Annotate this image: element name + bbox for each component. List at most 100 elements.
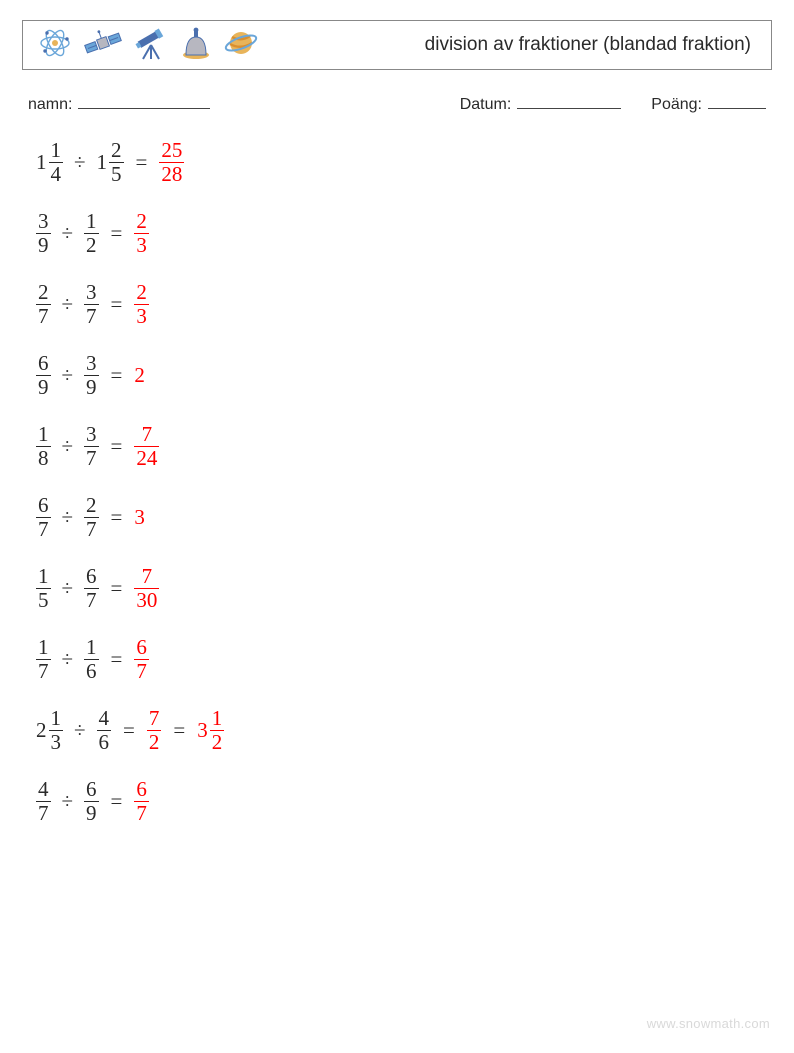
equals-sign: = — [107, 436, 127, 457]
denominator: 7 — [36, 304, 51, 327]
numerator: 2 — [134, 282, 149, 304]
problem-row: 67÷27=3 — [36, 495, 772, 540]
operand-term: 16 — [84, 637, 99, 682]
denominator: 3 — [134, 304, 149, 327]
fraction: 730 — [134, 566, 159, 611]
denominator: 9 — [84, 801, 99, 824]
whole-part: 2 — [134, 365, 145, 386]
problem-row: 17÷16=67 — [36, 637, 772, 682]
whole-part: 1 — [97, 152, 108, 173]
equals-sign: = — [107, 365, 127, 386]
fraction: 27 — [36, 282, 51, 327]
answer-term: 730 — [134, 566, 159, 611]
fraction: 23 — [134, 282, 149, 327]
answer-term: 3 — [134, 507, 147, 528]
denominator: 3 — [49, 730, 64, 753]
equals-sign: = — [107, 294, 127, 315]
numerator: 1 — [49, 708, 64, 730]
fraction: 69 — [84, 779, 99, 824]
operand-term: 27 — [36, 282, 51, 327]
problem-row: 114÷125=2528 — [36, 140, 772, 185]
denominator: 5 — [36, 588, 51, 611]
divide-operator: ÷ — [59, 223, 77, 244]
fraction: 67 — [36, 495, 51, 540]
fraction: 17 — [36, 637, 51, 682]
divide-operator: ÷ — [71, 152, 89, 173]
name-blank[interactable] — [78, 94, 210, 109]
numerator: 1 — [36, 566, 51, 588]
operand-term: 69 — [36, 353, 51, 398]
worksheet-header: division av fraktioner (blandad fraktion… — [22, 20, 772, 70]
whole-part: 3 — [134, 507, 145, 528]
fraction: 37 — [84, 424, 99, 469]
operand-term: 37 — [84, 424, 99, 469]
problem-row: 27÷37=23 — [36, 282, 772, 327]
name-label: namn: — [28, 96, 72, 114]
divide-operator: ÷ — [59, 649, 77, 670]
problems-list: 114÷125=252839÷12=2327÷37=2369÷39=218÷37… — [22, 140, 772, 824]
fraction: 72 — [147, 708, 162, 753]
operand-term: 39 — [84, 353, 99, 398]
numerator: 6 — [134, 779, 149, 801]
denominator: 7 — [84, 304, 99, 327]
operand-term: 12 — [84, 211, 99, 256]
fraction: 67 — [134, 779, 149, 824]
fraction: 13 — [49, 708, 64, 753]
fraction: 25 — [109, 140, 124, 185]
denominator: 7 — [134, 659, 149, 682]
atom-icon — [37, 25, 73, 66]
operand-term: 15 — [36, 566, 51, 611]
fraction: 18 — [36, 424, 51, 469]
answer-term: 724 — [134, 424, 159, 469]
fraction: 67 — [134, 637, 149, 682]
fraction: 2528 — [159, 140, 184, 185]
denominator: 3 — [134, 233, 149, 256]
meta-row: namn: Datum: Poäng: — [22, 94, 772, 114]
denominator: 7 — [84, 446, 99, 469]
problem-row: 15÷67=730 — [36, 566, 772, 611]
answer-term: 312 — [197, 708, 224, 753]
denominator: 7 — [36, 517, 51, 540]
denominator: 7 — [84, 517, 99, 540]
operand-term: 67 — [36, 495, 51, 540]
score-blank[interactable] — [708, 94, 766, 109]
whole-part: 1 — [36, 152, 47, 173]
answer-term: 72 — [147, 708, 162, 753]
denominator: 6 — [84, 659, 99, 682]
divide-operator: ÷ — [59, 507, 77, 528]
operand-term: 67 — [84, 566, 99, 611]
numerator: 1 — [84, 637, 99, 659]
denominator: 2 — [210, 730, 225, 753]
numerator: 6 — [134, 637, 149, 659]
fraction: 67 — [84, 566, 99, 611]
fraction: 46 — [97, 708, 112, 753]
problem-row: 39÷12=23 — [36, 211, 772, 256]
denominator: 9 — [36, 233, 51, 256]
denominator: 2 — [147, 730, 162, 753]
fraction: 23 — [134, 211, 149, 256]
denominator: 6 — [97, 730, 112, 753]
denominator: 4 — [49, 162, 64, 185]
date-blank[interactable] — [517, 94, 621, 109]
denominator: 9 — [84, 375, 99, 398]
equals-sign: = — [107, 791, 127, 812]
operand-term: 114 — [36, 140, 63, 185]
equals-sign: = — [107, 578, 127, 599]
numerator: 6 — [84, 566, 99, 588]
numerator: 7 — [147, 708, 162, 730]
numerator: 2 — [109, 140, 124, 162]
denominator: 7 — [84, 588, 99, 611]
answer-term: 2528 — [159, 140, 184, 185]
numerator: 2 — [36, 282, 51, 304]
numerator: 3 — [36, 211, 51, 233]
whole-part: 3 — [197, 720, 208, 741]
operand-term: 27 — [84, 495, 99, 540]
equals-sign: = — [119, 720, 139, 741]
divide-operator: ÷ — [59, 365, 77, 386]
numerator: 3 — [84, 282, 99, 304]
denominator: 2 — [84, 233, 99, 256]
denominator: 30 — [134, 588, 159, 611]
operand-term: 47 — [36, 779, 51, 824]
numerator: 1 — [49, 140, 64, 162]
fraction: 37 — [84, 282, 99, 327]
